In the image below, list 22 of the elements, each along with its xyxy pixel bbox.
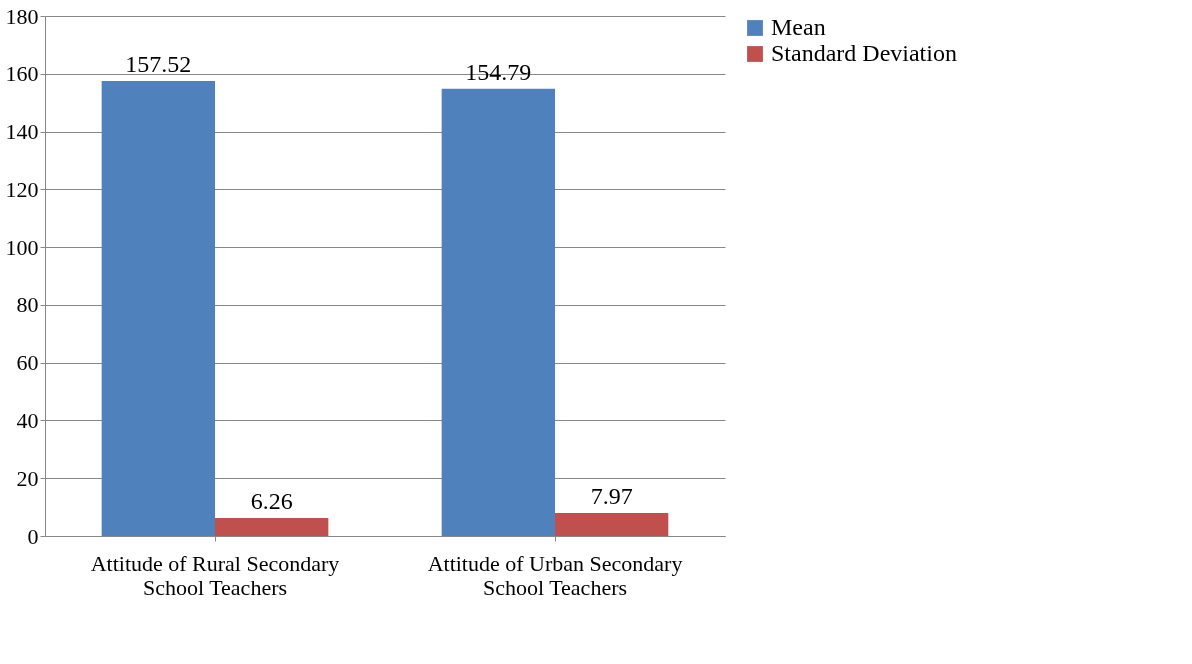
y-tick-label: 0 bbox=[27, 523, 39, 549]
y-tick-label: 100 bbox=[5, 234, 39, 260]
bar bbox=[555, 512, 669, 536]
bar bbox=[215, 517, 329, 536]
legend-label: Standard Deviation bbox=[771, 40, 957, 66]
legend-label: Mean bbox=[771, 14, 826, 40]
y-tick-label: 140 bbox=[5, 119, 39, 145]
x-tick-label: Attitude of Rural Secondary School Teachers bbox=[90, 550, 340, 600]
x-tick-label: Attitude of Urban Secondary School Teachers bbox=[427, 550, 683, 600]
data-label: 6.26 bbox=[250, 487, 293, 514]
data-label: 154.79 bbox=[465, 58, 532, 85]
y-tick-label: 60 bbox=[16, 350, 39, 376]
bar bbox=[101, 80, 215, 536]
y-tick-label: 20 bbox=[16, 465, 39, 491]
y-tick-label: 180 bbox=[5, 3, 39, 29]
y-tick-label: 80 bbox=[16, 292, 39, 318]
y-tick-label: 120 bbox=[5, 176, 39, 202]
data-label: 7.97 bbox=[590, 482, 633, 509]
y-tick-label: 40 bbox=[16, 407, 39, 433]
data-label: 157.52 bbox=[125, 50, 192, 77]
y-tick-label: 160 bbox=[5, 61, 39, 87]
bar bbox=[441, 88, 555, 536]
